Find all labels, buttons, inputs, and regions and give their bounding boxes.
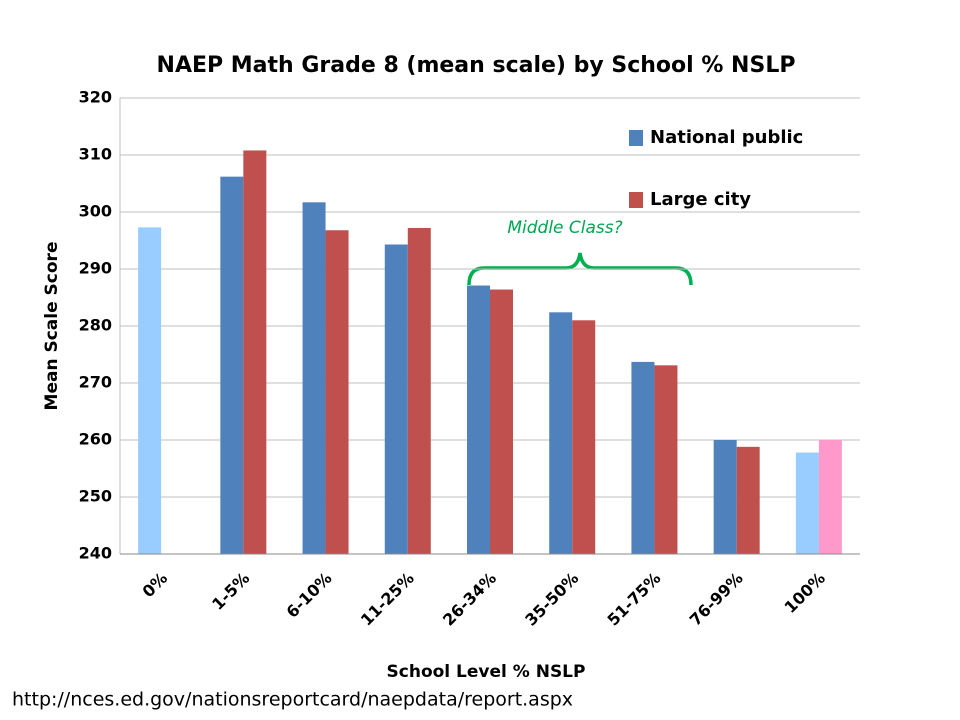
bar — [384, 244, 408, 555]
bar — [818, 440, 842, 554]
legend-swatch — [629, 130, 643, 146]
x-axis-title: School Level % NSLP — [387, 662, 586, 682]
x-tick-label: 100% — [781, 569, 829, 617]
x-tick-label: 11-25% — [357, 569, 418, 630]
bar — [631, 361, 655, 554]
bar — [572, 320, 596, 554]
y-tick-label: 300 — [79, 202, 112, 221]
bar — [549, 312, 573, 554]
y-tick-label: 240 — [79, 544, 112, 563]
x-tick-label: 51-75% — [604, 569, 665, 630]
x-tick-label: 76-99% — [686, 569, 747, 630]
bar — [138, 227, 162, 554]
source: http://nces.ed.gov/nationsreportcard/nae… — [12, 689, 573, 711]
y-tick-label: 320 — [79, 88, 112, 107]
y-tick-label: 290 — [79, 259, 112, 278]
bar — [467, 285, 490, 554]
bar — [302, 202, 326, 554]
bar — [490, 289, 513, 554]
y-tick-label: 250 — [79, 487, 112, 506]
bar — [654, 365, 678, 554]
bar — [795, 452, 819, 554]
legend-swatch — [629, 192, 643, 208]
x-tick-label: 26-34% — [439, 569, 500, 630]
bar — [325, 230, 349, 555]
bar — [407, 227, 431, 554]
y-tick-label: 280 — [79, 316, 112, 335]
y-tick-label: 270 — [79, 373, 112, 392]
bar — [220, 176, 244, 554]
annotation: Middle Class? — [507, 218, 622, 238]
bar — [713, 440, 737, 554]
bar — [736, 446, 760, 554]
bar — [243, 150, 267, 554]
legend-label: National public — [650, 127, 803, 148]
chart-title: NAEP Math Grade 8 (mean scale) by School… — [157, 53, 796, 78]
x-tick-label: 6-10% — [282, 569, 335, 622]
x-tick-label: 35-50% — [521, 569, 582, 630]
y-tick-label: 260 — [79, 430, 112, 449]
y-axis-title: Mean Scale Score — [42, 242, 62, 411]
x-tick-label: 1-5% — [208, 569, 253, 614]
x-tick-label: 0% — [138, 569, 171, 602]
legend-label: Large city — [650, 189, 751, 210]
y-tick-label: 310 — [79, 145, 112, 164]
